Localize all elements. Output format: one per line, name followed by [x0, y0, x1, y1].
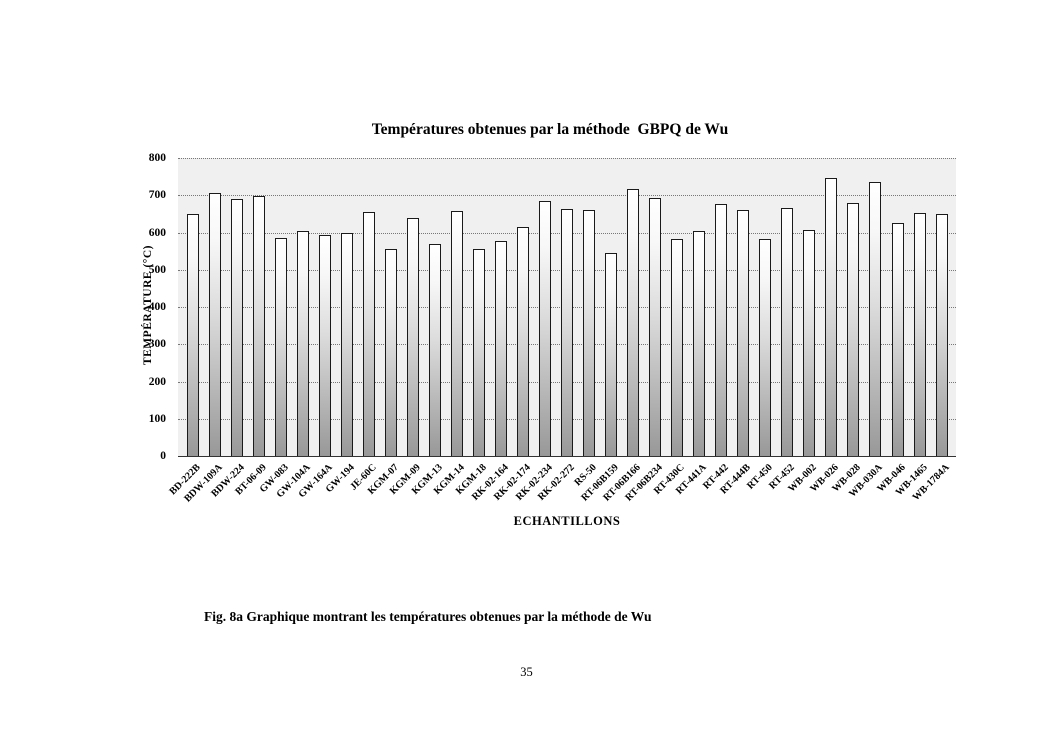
y-tick-label-500: 500	[148, 263, 166, 276]
bar-RT-430C	[671, 238, 684, 456]
bar-RT-441A	[693, 230, 706, 456]
bar-KGM-13	[428, 244, 441, 456]
bar-WB-046	[891, 223, 904, 456]
y-tick-label-800: 800	[148, 152, 166, 164]
bar-KGM-14	[450, 210, 463, 456]
bar-RK-02-164	[494, 241, 507, 456]
bar-JE-60C	[362, 212, 375, 456]
bar-WB-030A	[869, 181, 882, 456]
bar-WB-1465	[913, 213, 926, 456]
bar-WB-026	[825, 177, 838, 456]
bar-BDW-109A	[208, 193, 221, 456]
y-tick-label-300: 300	[148, 338, 166, 351]
bar-RT-442	[715, 203, 728, 456]
bar-KGM-09	[406, 218, 419, 456]
gridline-800	[178, 158, 956, 159]
chart-title: Températures obtenues par la méthode GBP…	[371, 121, 729, 138]
gridline-700	[178, 195, 956, 197]
bar-RT-450	[759, 238, 772, 456]
y-axis-ticks: 0 100 200 300 400 500 600 700 800	[0, 152, 172, 462]
bar-RT-452	[781, 207, 794, 456]
y-tick-label-0: 0	[160, 450, 166, 462]
bar-GW-164A	[318, 235, 331, 456]
bar-WB-002	[803, 229, 816, 456]
bar-BT-06-09	[252, 196, 265, 456]
bar-BD-222B	[186, 213, 199, 456]
bar-RS-50	[583, 210, 595, 456]
bar-GW-194	[340, 233, 353, 456]
page-number: 35	[520, 665, 533, 679]
plot-area	[178, 158, 956, 457]
bar-KGM-18	[472, 248, 485, 456]
bar-GW-083	[274, 238, 287, 456]
bar-KGM-07	[384, 248, 397, 456]
bar-WB-1784A	[935, 213, 948, 456]
bar-BDW-224	[230, 199, 243, 456]
bar-RK-02-234	[539, 200, 551, 456]
x-axis-title: ECHANTILLONS	[513, 514, 621, 528]
y-tick-label-600: 600	[148, 226, 166, 239]
y-tick-label-200: 200	[148, 375, 166, 388]
bar-RK-02-174	[517, 227, 529, 456]
y-tick-label-100: 100	[148, 412, 166, 425]
bar-RT-06B234	[649, 197, 662, 456]
bar-RT-444B	[737, 209, 750, 456]
figure-caption: Fig. 8a Graphique montrant les températu…	[204, 609, 652, 624]
y-tick-label-700: 700	[148, 189, 166, 202]
bar-RT-06B166	[627, 188, 640, 456]
bar-RK-02-272	[561, 209, 573, 456]
y-tick-label-400: 400	[148, 301, 166, 313]
bar-WB-028	[847, 203, 860, 456]
bar-GW-104A	[296, 231, 309, 456]
bar-RT-06B159	[605, 253, 618, 456]
